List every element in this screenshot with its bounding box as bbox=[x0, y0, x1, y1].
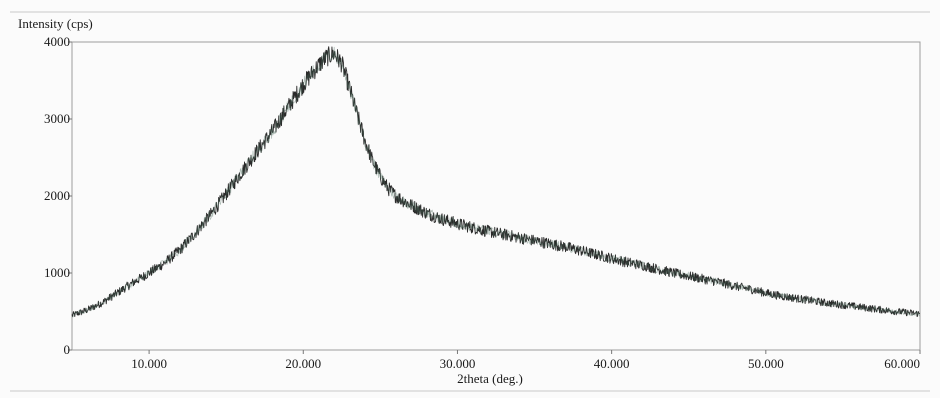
x-tick-label: 40.000 bbox=[594, 356, 630, 371]
x-tick-label: 50.000 bbox=[748, 356, 784, 371]
y-tick-label: 0 bbox=[64, 342, 71, 357]
x-axis-label: 2theta (deg.) bbox=[457, 371, 523, 386]
series-line bbox=[71, 46, 921, 318]
y-axis-label: Intensity (cps) bbox=[18, 16, 93, 31]
y-tick-label: 1000 bbox=[44, 265, 70, 280]
series-layer bbox=[71, 46, 921, 318]
x-tick-label: 60.000 bbox=[884, 356, 920, 371]
y-tick-label: 4000 bbox=[44, 34, 70, 49]
x-tick-group: 10.000 20.000 30.000 40.000 50.000 60.000 bbox=[131, 350, 921, 371]
series-line-overlay bbox=[71, 46, 921, 318]
x-tick-label: 20.000 bbox=[285, 356, 321, 371]
y-tick-label: 3000 bbox=[44, 111, 70, 126]
y-tick-group: 0 1000 2000 3000 4000 bbox=[44, 34, 72, 357]
y-tick-label: 2000 bbox=[44, 188, 70, 203]
x-tick-label: 30.000 bbox=[440, 356, 476, 371]
x-tick-label: 10.000 bbox=[131, 356, 167, 371]
plot-frame bbox=[71, 41, 921, 351]
